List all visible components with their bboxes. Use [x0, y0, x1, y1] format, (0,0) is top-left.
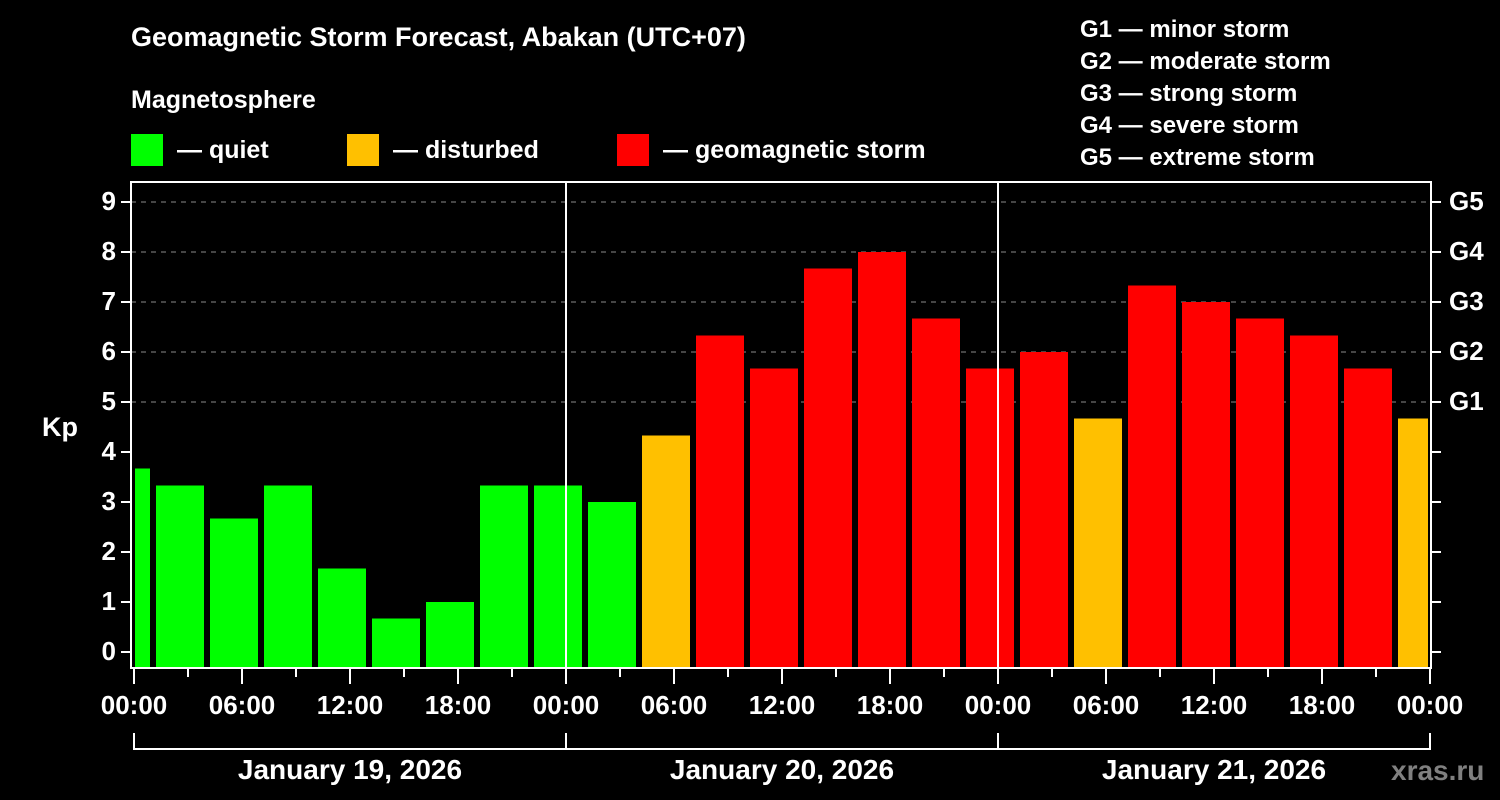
y-tick-label: 5: [101, 386, 116, 416]
kp-bar: [588, 502, 636, 668]
kp-bar: [1128, 285, 1176, 668]
g-tick-label: G4: [1449, 236, 1484, 266]
chart-title: Geomagnetic Storm Forecast, Abakan (UTC+…: [131, 22, 746, 52]
kp-bar: [480, 485, 528, 668]
kp-bar: [534, 485, 582, 668]
legend-title: Magnetosphere: [131, 86, 316, 114]
g5-desc: G5 — extreme storm: [1080, 144, 1315, 171]
x-tick-label: 00:00: [532, 690, 600, 720]
y-tick-label: 6: [101, 336, 116, 366]
kp-bar: [135, 468, 150, 668]
date-label: January 20, 2026: [669, 754, 895, 785]
kp-bar: [642, 435, 690, 668]
kp-bar: [858, 252, 906, 668]
kp-bar: [156, 485, 204, 668]
g1-desc: G1 — minor storm: [1080, 16, 1290, 43]
g-tick-label: G5: [1449, 186, 1484, 216]
y-tick-label: 9: [101, 186, 116, 216]
x-tick-label: 00:00: [1396, 690, 1464, 720]
y-tick-label: 8: [101, 236, 116, 266]
quiet-swatch: [131, 134, 163, 166]
disturbed-swatch: [347, 134, 379, 166]
kp-bar: [750, 368, 798, 668]
kp-bar: [1074, 418, 1122, 668]
g-tick-label: G1: [1449, 386, 1484, 416]
g-tick-label: G2: [1449, 336, 1484, 366]
x-tick-label: 06:00: [640, 690, 708, 720]
kp-bar: [1020, 352, 1068, 668]
legend-disturbed-label: — disturbed: [393, 135, 539, 164]
y-axis-label: Kp: [42, 412, 78, 442]
kp-bar: [372, 618, 420, 668]
kp-bar: [912, 318, 960, 668]
x-tick-label: 12:00: [748, 690, 816, 720]
date-bracket: [133, 733, 1431, 750]
g-scale-legend: G1 — minor storm G2 — moderate storm G3 …: [1080, 14, 1331, 174]
date-label: January 19, 2026: [237, 754, 463, 785]
legend-quiet: — quiet: [131, 134, 269, 166]
x-tick-label: 18:00: [856, 690, 924, 720]
kp-bar: [318, 568, 366, 668]
y-tick-label: 0: [101, 636, 116, 666]
y-tick-label: 2: [101, 536, 116, 566]
watermark: xras.ru: [1391, 755, 1485, 786]
x-tick-label: 00:00: [100, 690, 168, 720]
y-tick-label: 4: [101, 436, 116, 466]
kp-bar: [426, 602, 474, 668]
legend-storm: — geomagnetic storm: [617, 134, 926, 166]
kp-bar: [210, 518, 258, 668]
kp-bar: [1398, 418, 1428, 668]
date-label: January 21, 2026: [1101, 754, 1327, 785]
storm-swatch: [617, 134, 649, 166]
y-tick-label: 3: [101, 486, 116, 516]
g4-desc: G4 — severe storm: [1080, 112, 1299, 139]
legend-storm-label: — geomagnetic storm: [663, 135, 926, 164]
kp-bar: [264, 485, 312, 668]
legend-quiet-label: — quiet: [177, 135, 269, 164]
g3-desc: G3 — strong storm: [1080, 80, 1298, 107]
kp-bar: [804, 268, 852, 668]
kp-bar: [1344, 368, 1392, 668]
kp-bar: [1290, 335, 1338, 668]
x-tick-label: 18:00: [424, 690, 492, 720]
x-tick-label: 18:00: [1288, 690, 1356, 720]
x-tick-label: 00:00: [964, 690, 1032, 720]
y-tick-label: 1: [101, 586, 116, 616]
legend-disturbed: — disturbed: [347, 134, 539, 166]
kp-bar: [966, 368, 1014, 668]
kp-bar: [1236, 318, 1284, 668]
x-tick-label: 06:00: [208, 690, 276, 720]
kp-bar: [1182, 302, 1230, 668]
g-tick-label: G3: [1449, 286, 1484, 316]
x-tick-label: 12:00: [316, 690, 384, 720]
g2-desc: G2 — moderate storm: [1080, 48, 1331, 75]
x-tick-label: 06:00: [1072, 690, 1140, 720]
x-tick-label: 12:00: [1180, 690, 1248, 720]
y-tick-label: 7: [101, 286, 116, 316]
kp-bar: [696, 335, 744, 668]
